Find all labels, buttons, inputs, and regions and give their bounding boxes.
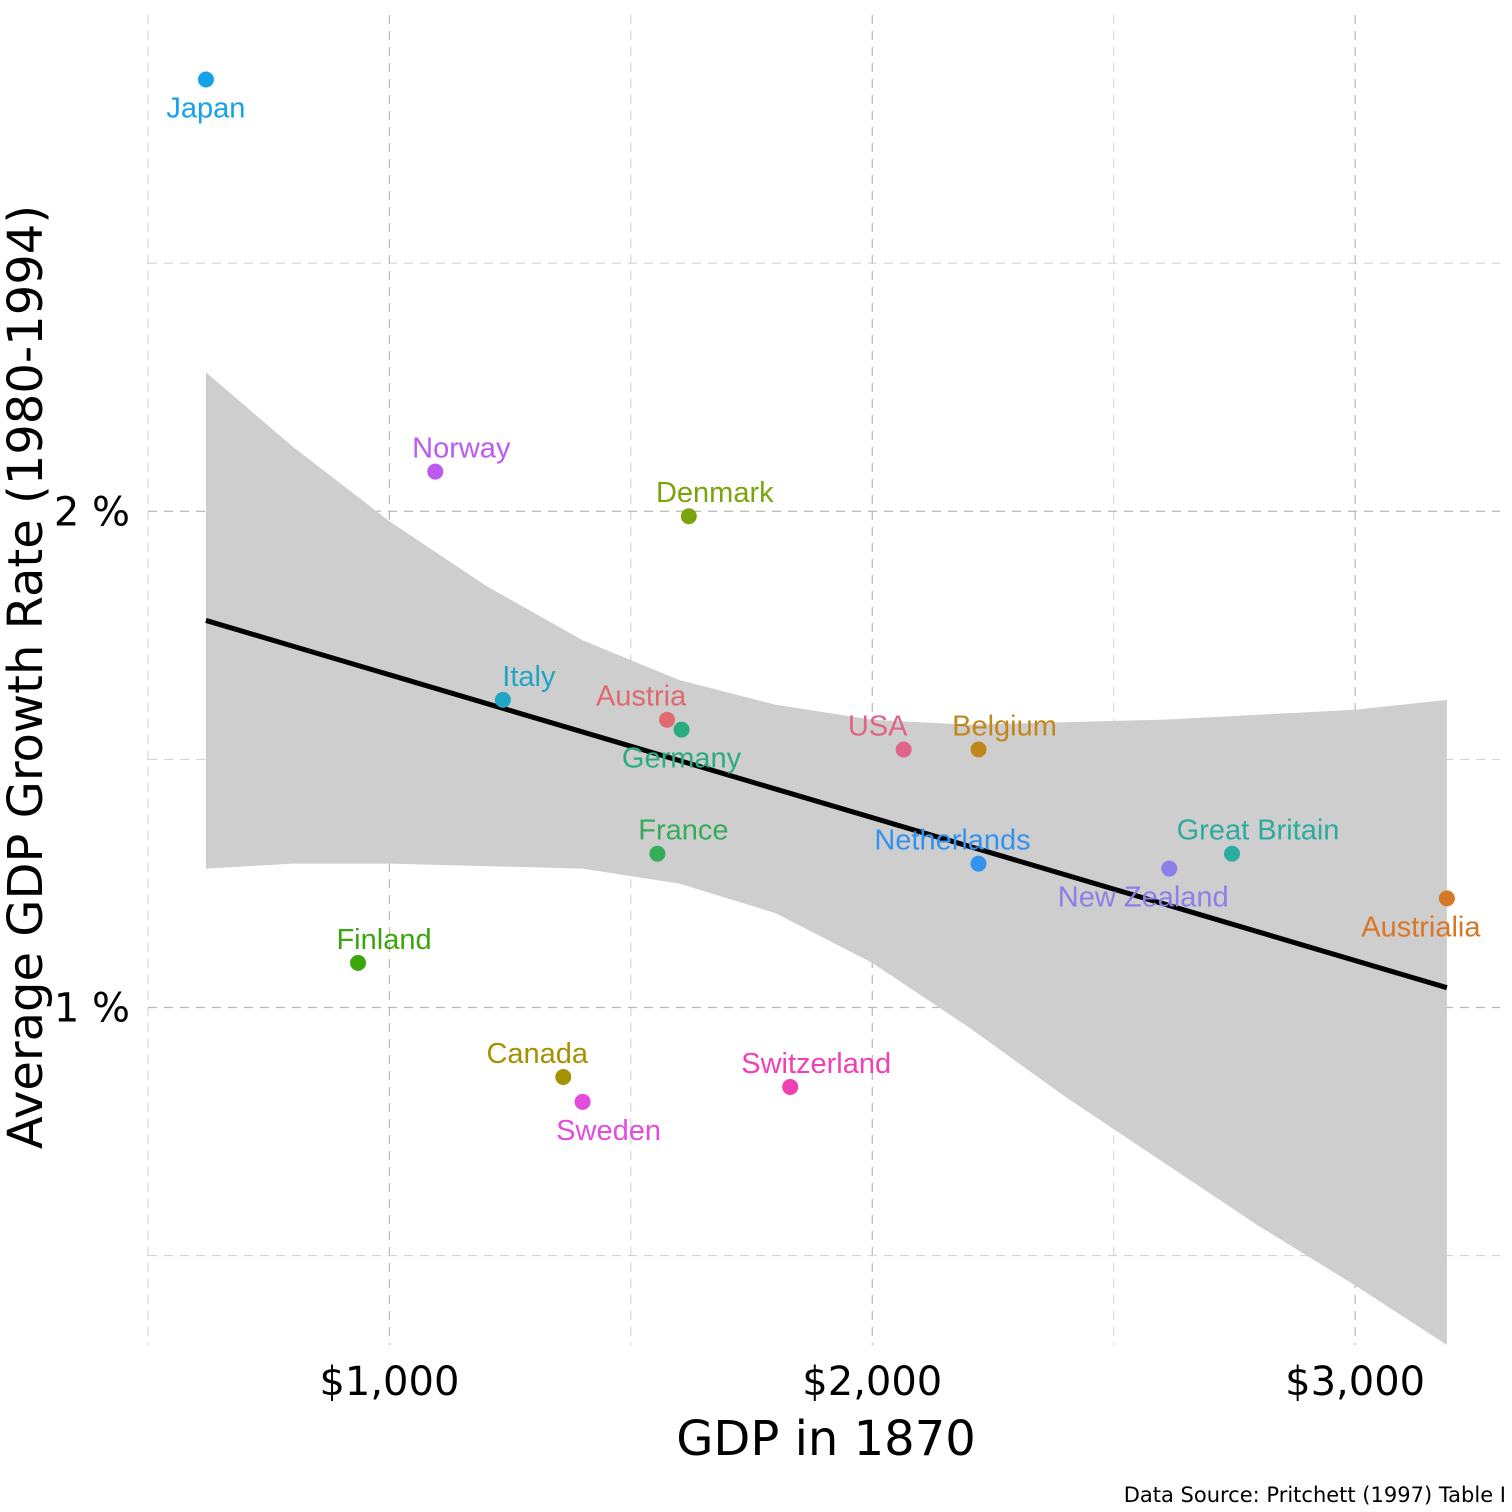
point-label: Japan <box>166 93 245 125</box>
point-label: Norway <box>412 433 511 465</box>
confidence-band-area <box>205 372 1447 1345</box>
data-point <box>970 855 987 872</box>
data-point <box>895 741 912 758</box>
data-source-caption: Data Source: Pritchett (1997) Table I <box>1124 1483 1506 1507</box>
data-point <box>574 1093 591 1110</box>
y-axis-title: Average GDP Growth Rate (1980-1994) <box>0 205 54 1149</box>
point-label: France <box>638 815 728 847</box>
point-label: Austrialia <box>1361 911 1481 943</box>
data-point <box>1438 890 1455 907</box>
point-label: Germany <box>622 743 742 775</box>
point-label: Netherlands <box>874 825 1030 857</box>
point-label: Finland <box>336 924 431 956</box>
data-point <box>427 463 444 480</box>
data-point <box>782 1078 799 1095</box>
data-point <box>494 691 511 708</box>
point-label: Sweden <box>556 1115 661 1147</box>
point-label: New Zealand <box>1058 882 1229 914</box>
x-axis-title: GDP in 1870 <box>676 1411 976 1467</box>
scatter-points <box>197 71 1455 1110</box>
x-tick-label: $2,000 <box>802 1359 942 1405</box>
point-label: Canada <box>486 1038 588 1070</box>
data-point <box>659 711 676 728</box>
x-tick-label: $3,000 <box>1285 1359 1425 1405</box>
point-label: Great Britain <box>1177 815 1340 847</box>
data-point <box>970 741 987 758</box>
data-point <box>1161 860 1178 877</box>
data-point <box>680 508 697 525</box>
regression-line-path <box>205 618 1448 991</box>
point-label: Denmark <box>656 477 774 509</box>
point-labels: Japan Norway Denmark Italy Austria Germany USA… <box>166 93 1481 1147</box>
point-label: Italy <box>502 661 556 693</box>
y-tick-label: 2 % <box>54 489 130 535</box>
confidence-band <box>205 372 1447 1345</box>
point-label: Switzerland <box>741 1048 891 1080</box>
point-label: Austria <box>596 681 687 713</box>
y-tick-label: 1 % <box>54 986 130 1032</box>
point-label: USA <box>848 710 908 742</box>
data-point <box>197 71 214 88</box>
axis-ticks: $1,000 $2,000 $3,000 1 % 2 % <box>54 489 1425 1405</box>
data-point <box>350 954 367 971</box>
regression-line <box>205 618 1448 991</box>
data-point <box>649 845 666 862</box>
point-label: Belgium <box>952 710 1057 742</box>
data-point <box>555 1069 572 1086</box>
data-point <box>1224 845 1241 862</box>
data-point <box>673 721 690 738</box>
x-tick-label: $1,000 <box>319 1359 459 1405</box>
